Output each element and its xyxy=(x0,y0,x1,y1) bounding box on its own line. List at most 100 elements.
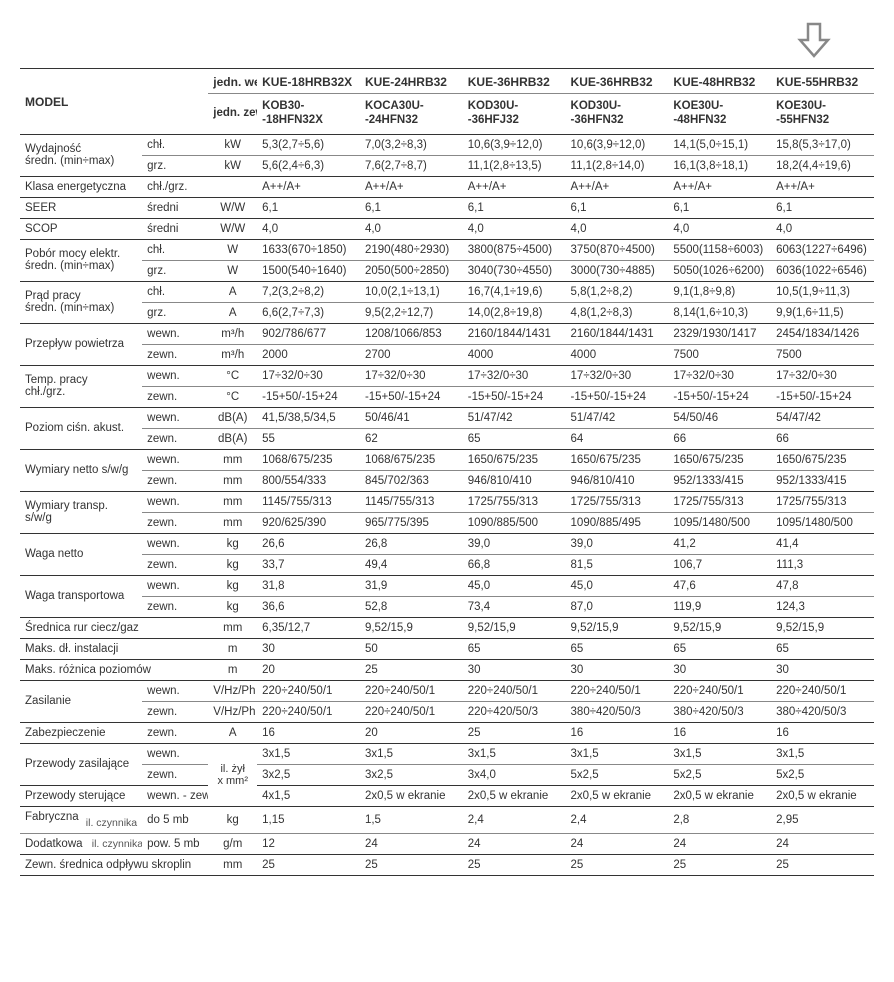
data-cell: 1,15 xyxy=(257,806,360,833)
row-label: Dodatkowa il. czynnika xyxy=(20,833,142,854)
row-sublabel: chł. xyxy=(142,239,208,260)
row-unit: dB(A) xyxy=(208,428,257,449)
data-cell: 16 xyxy=(771,722,874,743)
row-sublabel: zewn. xyxy=(142,344,208,365)
row-sublabel: grz. xyxy=(142,260,208,281)
row-sublabel: zewn. xyxy=(142,596,208,617)
data-cell: 6,6(2,7÷7,3) xyxy=(257,302,360,323)
data-cell: 20 xyxy=(257,659,360,680)
row-label: Klasa energetyczna xyxy=(20,176,142,197)
row-label: Zewn. średnica odpływu skroplin xyxy=(20,854,208,875)
data-cell: 6036(1022÷6546) xyxy=(771,260,874,281)
row-label: SCOP xyxy=(20,218,142,239)
outer-unit-label: jedn. zewn. xyxy=(208,94,257,135)
row-unit: mm xyxy=(208,449,257,470)
data-cell: 26,6 xyxy=(257,533,360,554)
data-cell: -15+50/-15+24 xyxy=(463,386,566,407)
row-label: SEER xyxy=(20,197,142,218)
model-header: MODEL xyxy=(20,69,208,135)
data-cell: 2x0,5 w ekranie xyxy=(463,785,566,806)
row-unit xyxy=(208,176,257,197)
data-cell: 2,95 xyxy=(771,806,874,833)
data-cell: 11,1(2,8÷14,0) xyxy=(566,155,669,176)
row-sublabel: zewn. xyxy=(142,701,208,722)
data-cell: 1068/675/235 xyxy=(360,449,463,470)
row-sublabel: wewn. xyxy=(142,323,208,344)
arrow-container xyxy=(20,20,874,60)
data-cell: 220÷240/50/1 xyxy=(257,680,360,701)
row-sublabel: zewn. xyxy=(142,470,208,491)
data-cell: 220÷240/50/1 xyxy=(360,701,463,722)
data-cell: 952/1333/415 xyxy=(771,470,874,491)
data-cell: 10,5(1,9÷11,3) xyxy=(771,281,874,302)
data-cell: 39,0 xyxy=(566,533,669,554)
data-cell: 220÷420/50/3 xyxy=(463,701,566,722)
data-cell: 6,1 xyxy=(463,197,566,218)
data-cell: 41,2 xyxy=(668,533,771,554)
row-label: Maks. różnica poziomów xyxy=(20,659,208,680)
data-cell: 220÷240/50/1 xyxy=(257,701,360,722)
data-cell: A++/A+ xyxy=(257,176,360,197)
data-cell: 20 xyxy=(360,722,463,743)
data-cell: 1725/755/313 xyxy=(463,491,566,512)
row-label: Pobór mocy elektr.średn. (min÷max) xyxy=(20,239,142,281)
row-sublabel: chł./grz. xyxy=(142,176,208,197)
data-cell: 66,8 xyxy=(463,554,566,575)
data-cell: 31,8 xyxy=(257,575,360,596)
data-cell: 2,4 xyxy=(463,806,566,833)
row-unit: kg xyxy=(208,554,257,575)
data-cell: 33,7 xyxy=(257,554,360,575)
row-unit: kg xyxy=(208,806,257,833)
row-label: Przepływ powietrza xyxy=(20,323,142,365)
row-label: Przewody sterujące xyxy=(20,785,142,806)
data-cell: 3x2,5 xyxy=(257,764,360,785)
row-unit: A xyxy=(208,302,257,323)
data-cell: 24 xyxy=(360,833,463,854)
data-cell: A++/A+ xyxy=(566,176,669,197)
data-cell: 845/702/363 xyxy=(360,470,463,491)
row-label: Waga transportowa xyxy=(20,575,142,617)
data-cell: 4,0 xyxy=(257,218,360,239)
row-unit: mm xyxy=(208,512,257,533)
data-cell: 65 xyxy=(463,638,566,659)
data-cell: 18,2(4,4÷19,6) xyxy=(771,155,874,176)
data-cell: 17÷32/0÷30 xyxy=(668,365,771,386)
data-cell: 1725/755/313 xyxy=(771,491,874,512)
data-cell: 65 xyxy=(771,638,874,659)
data-cell: 50 xyxy=(360,638,463,659)
data-cell: 4000 xyxy=(566,344,669,365)
data-cell: 7,2(3,2÷8,2) xyxy=(257,281,360,302)
row-unit: kg xyxy=(208,575,257,596)
spec-table: MODELjedn. wewn.KUE-18HRB32XKUE-24HRB32K… xyxy=(20,68,874,876)
data-cell: 26,8 xyxy=(360,533,463,554)
row-unit: mm xyxy=(208,491,257,512)
data-cell: 106,7 xyxy=(668,554,771,575)
data-cell: 2454/1834/1426 xyxy=(771,323,874,344)
data-cell: A++/A+ xyxy=(463,176,566,197)
data-cell: 10,6(3,9÷12,0) xyxy=(463,134,566,155)
data-cell: 12 xyxy=(257,833,360,854)
row-unit: m xyxy=(208,659,257,680)
data-cell: 17÷32/0÷30 xyxy=(360,365,463,386)
data-cell: 45,0 xyxy=(566,575,669,596)
data-cell: 111,3 xyxy=(771,554,874,575)
row-label: Zasilanie xyxy=(20,680,142,722)
data-cell: 3x1,5 xyxy=(566,743,669,764)
data-cell: 4,0 xyxy=(771,218,874,239)
row-sublabel: zewn. xyxy=(142,554,208,575)
data-cell: 15,8(5,3÷17,0) xyxy=(771,134,874,155)
row-sublabel: grz. xyxy=(142,155,208,176)
data-cell: -15+50/-15+24 xyxy=(668,386,771,407)
data-cell: 2x0,5 w ekranie xyxy=(566,785,669,806)
data-cell: 5,8(1,2÷8,2) xyxy=(566,281,669,302)
data-cell: A++/A+ xyxy=(360,176,463,197)
row-sublabel: pow. 5 mb xyxy=(142,833,208,854)
data-cell: 3x1,5 xyxy=(463,743,566,764)
data-cell: 9,52/15,9 xyxy=(463,617,566,638)
data-cell: 2160/1844/1431 xyxy=(566,323,669,344)
data-cell: 3x1,5 xyxy=(360,743,463,764)
data-cell: 51/47/42 xyxy=(566,407,669,428)
data-cell: 49,4 xyxy=(360,554,463,575)
data-cell: 4,0 xyxy=(668,218,771,239)
data-cell: 1650/675/235 xyxy=(463,449,566,470)
